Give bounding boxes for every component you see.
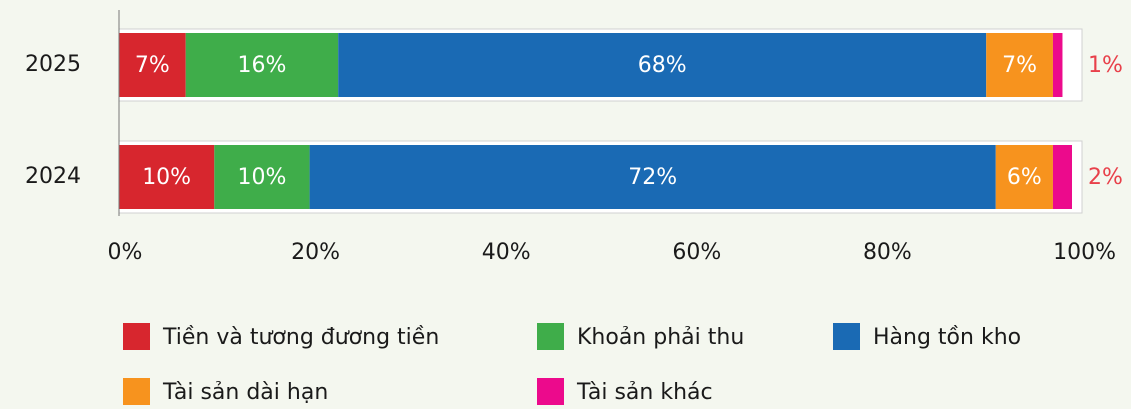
data-label: 6%	[1007, 165, 1042, 190]
bar-segment	[1052, 33, 1063, 97]
bar-segment	[119, 33, 186, 97]
y-tick-label: 2024	[25, 164, 81, 189]
y-tick-label: 2025	[25, 52, 81, 77]
legend-swatch	[537, 323, 564, 350]
x-tick-label: 80%	[863, 240, 912, 265]
data-label: 16%	[237, 53, 286, 78]
data-label: 72%	[628, 165, 677, 190]
legend-label: Khoản phải thu	[577, 325, 744, 350]
legend-swatch	[123, 378, 150, 405]
bar-segment	[119, 145, 215, 209]
bar-segment	[185, 33, 339, 97]
x-tick-label: 20%	[291, 240, 340, 265]
bar-segment	[1052, 145, 1072, 209]
legend-swatch	[123, 323, 150, 350]
bar-segment	[214, 145, 310, 209]
data-label: 7%	[1002, 53, 1037, 78]
data-label: 68%	[638, 53, 687, 78]
data-label: 10%	[237, 165, 286, 190]
data-label: 7%	[135, 53, 170, 78]
legend-label: Hàng tồn kho	[873, 325, 1021, 350]
bar-segment	[338, 33, 987, 97]
bar-segment	[995, 145, 1053, 209]
data-label: 10%	[142, 165, 191, 190]
x-tick-label: 0%	[108, 240, 143, 265]
data-label: 1%	[1088, 53, 1123, 78]
legend-label: Tài sản khác	[576, 380, 713, 405]
legend-swatch	[833, 323, 860, 350]
legend-label: Tài sản dài hạn	[162, 380, 328, 405]
bar-segment	[986, 33, 1053, 97]
legend-label: Tiền và tương đương tiền	[162, 325, 439, 350]
x-tick-label: 60%	[672, 240, 721, 265]
data-label: 2%	[1088, 165, 1123, 190]
bar-segment	[309, 145, 996, 209]
x-tick-label: 40%	[482, 240, 531, 265]
x-tick-label: 100%	[1053, 240, 1116, 265]
legend-swatch	[537, 378, 564, 405]
